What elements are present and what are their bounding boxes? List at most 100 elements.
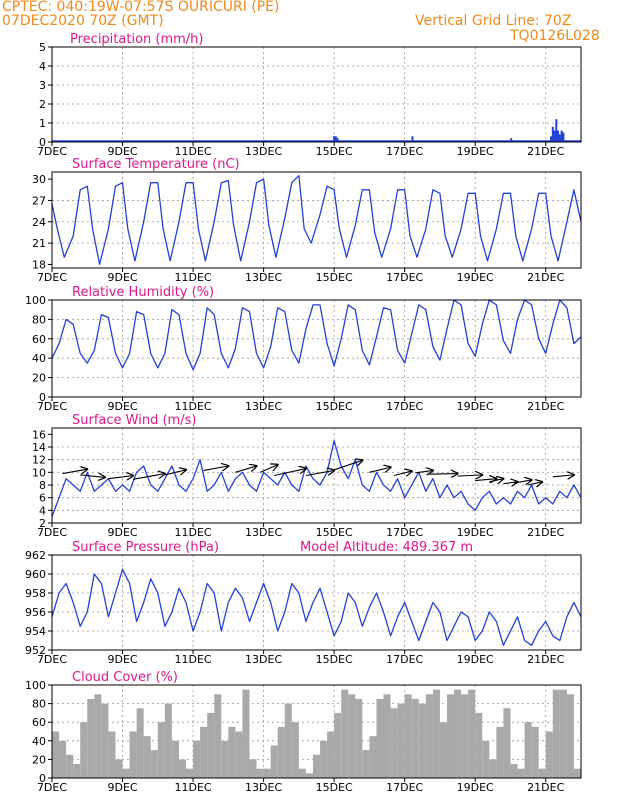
x-tick-label: 11DEC (175, 271, 212, 284)
x-tick-label: 19DEC (457, 400, 494, 413)
cloud-cover-bar (263, 768, 271, 778)
cloud-cover-bar (376, 698, 384, 778)
panel-title: Cloud Cover (%) (72, 670, 178, 685)
wind-arrow (415, 470, 433, 473)
y-tick-label: 40 (32, 352, 46, 365)
wind-arrow (429, 474, 457, 475)
cloud-cover-bar (327, 731, 335, 778)
x-tick-label: 15DEC (316, 271, 353, 284)
cloud-cover-bar (143, 736, 151, 778)
precipitation-bar (553, 130, 556, 142)
x-tick-label: 13DEC (245, 781, 282, 794)
precipitation-bar (510, 138, 513, 142)
x-tick-label: 21DEC (527, 653, 564, 666)
wind-arrow (80, 475, 105, 478)
cloud-cover-bar (503, 708, 511, 778)
y-tick-label: 4 (39, 504, 46, 517)
y-tick-label: 16 (32, 428, 46, 441)
y-tick-label: 12 (32, 454, 46, 467)
precipitation-bar (333, 136, 336, 142)
x-tick-label: 19DEC (457, 145, 494, 158)
date-line: 07DEC2020 70Z (GMT) (2, 13, 164, 29)
x-tick-label: 15DEC (316, 653, 353, 666)
x-tick-label: 9DEC (107, 400, 137, 413)
cloud-cover-bar (496, 726, 504, 778)
cloud-cover-bar (531, 726, 539, 778)
cloud-cover-bar (136, 708, 144, 778)
model-altitude-note: Model Altitude: 489.367 m (300, 540, 473, 555)
wind-arrow (235, 466, 256, 473)
plot-frame (51, 554, 582, 651)
x-tick-label: 13DEC (245, 145, 282, 158)
y-tick-label: 0 (39, 391, 46, 404)
cloud-cover-bar (446, 694, 455, 778)
y-tick-label: 60 (32, 716, 46, 729)
x-tick-label: 19DEC (457, 526, 494, 539)
cloud-cover-bar (214, 694, 222, 778)
x-tick-label: 11DEC (175, 526, 212, 539)
x-tick-label: 15DEC (316, 400, 353, 413)
x-tick-label: 13DEC (245, 526, 282, 539)
wind-arrow (393, 471, 412, 475)
y-tick-label: 60 (32, 333, 46, 346)
cloud-cover-bar (559, 689, 567, 778)
cloud-cover-bar (573, 768, 581, 778)
cloud-cover-bar (454, 689, 462, 778)
y-tick-label: 956 (25, 606, 46, 619)
cloud-cover-bar (129, 731, 137, 778)
cloud-cover-bar (87, 698, 95, 778)
cloud-cover-bar (461, 694, 469, 778)
x-tick-label: 11DEC (175, 781, 212, 794)
x-tick-label: 21DEC (527, 145, 564, 158)
cloud-cover-bar (150, 750, 158, 778)
panel-1: 0 1 2 3 4 5 7DEC 9DEC 11DEC 13DEC 15DEC 17DEC 19DEC 2… (37, 32, 582, 158)
wind-arrow (475, 479, 496, 481)
cloud-cover-bar (341, 689, 349, 778)
plot-frame (51, 684, 582, 779)
y-tick-label: 14 (32, 441, 46, 454)
cloud-cover-bar (510, 764, 518, 778)
cloud-cover-bar (52, 731, 60, 778)
x-tick-label: 9DEC (107, 526, 137, 539)
precipitation-bar (562, 132, 565, 142)
cloud-cover-bar (397, 703, 405, 778)
wind-arrow (274, 469, 306, 477)
cloud-cover-bar (291, 722, 299, 778)
panel-title: Surface Temperature (nC) (72, 157, 240, 172)
x-tick-label: 17DEC (386, 526, 423, 539)
y-tick-label: 10 (32, 466, 46, 479)
wind-arrow (62, 469, 88, 473)
header: CPTEC: 040:19W-07:57S OURICURI (PE) 07DE… (0, 0, 618, 46)
y-tick-label: 962 (25, 549, 46, 562)
x-tick-label: 9DEC (107, 653, 137, 666)
y-tick-label: 100 (25, 679, 46, 692)
series-line (51, 174, 582, 266)
x-tick-label: 7DEC (37, 400, 67, 413)
x-tick-label: 17DEC (386, 271, 423, 284)
y-tick-label: 952 (25, 644, 46, 657)
panel-title: Relative Humidity (%) (72, 285, 214, 300)
series-line (51, 568, 582, 646)
wind-arrow (369, 467, 390, 473)
x-tick-label: 13DEC (245, 271, 282, 284)
cloud-cover-bar (312, 754, 321, 778)
y-tick-label: 20 (32, 753, 46, 766)
cloud-cover-bar (334, 712, 342, 778)
y-tick-label: 27 (32, 194, 46, 207)
y-tick-label: 40 (32, 735, 46, 748)
cloud-cover-bar (489, 759, 497, 778)
wind-arrow (503, 482, 517, 484)
cloud-cover-bar (101, 703, 109, 778)
cloud-cover-bar (538, 768, 546, 778)
wind-arrow (489, 479, 503, 482)
panel-2: 18 21 24 27 30 7DEC 9DEC 11DEC 13DEC 15DEC 17DEC 19… (32, 157, 582, 284)
cloud-cover-bar (390, 708, 398, 778)
cloud-cover-bar (468, 689, 476, 778)
model-code: TQ0126L028 (510, 28, 600, 44)
x-tick-label: 19DEC (457, 271, 494, 284)
plot-frame (51, 46, 582, 143)
wind-arrow (259, 465, 278, 473)
precipitation-bar (555, 119, 558, 142)
y-tick-label: 6 (39, 492, 46, 505)
cloud-cover-bar (305, 773, 313, 778)
